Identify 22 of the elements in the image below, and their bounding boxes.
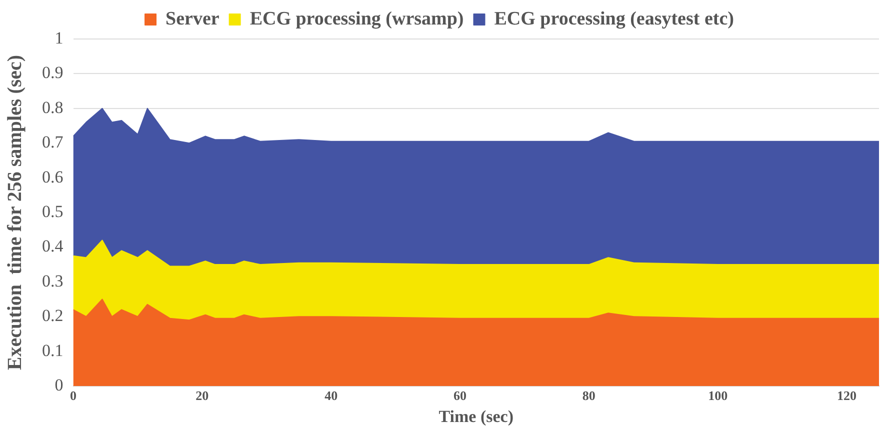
- y-tick-label: 0.8: [42, 98, 64, 117]
- x-axis-title: Time (sec): [438, 407, 514, 426]
- x-tick-label: 60: [454, 388, 467, 404]
- y-tick-label: 0.4: [42, 236, 64, 256]
- y-tick-label: 0.5: [42, 202, 64, 221]
- x-tick-label: 40: [324, 388, 338, 404]
- y-tick-label: 0.7: [42, 132, 64, 152]
- legend-label: ECG processing (wrsamp): [250, 8, 464, 30]
- y-tick-label: 0.3: [42, 271, 64, 290]
- y-axis-title: Execution time for 256 samples (sec): [4, 54, 26, 370]
- legend-label: ECG processing (easytest etc): [494, 8, 734, 30]
- x-tick-label: 0: [70, 388, 76, 404]
- x-tick-label: 120: [837, 388, 857, 404]
- x-tick-label: 80: [582, 388, 596, 404]
- y-tick-label: 0.9: [42, 63, 64, 82]
- x-tick-label: 100: [708, 388, 728, 404]
- legend-label: Server: [166, 8, 220, 30]
- y-tick-label: 0.2: [42, 306, 64, 326]
- x-tick-label: 20: [196, 388, 209, 404]
- y-tick-label: 1: [54, 28, 64, 48]
- y-tick-label: 0.6: [42, 167, 64, 186]
- y-tick-label: 0.1: [42, 340, 64, 360]
